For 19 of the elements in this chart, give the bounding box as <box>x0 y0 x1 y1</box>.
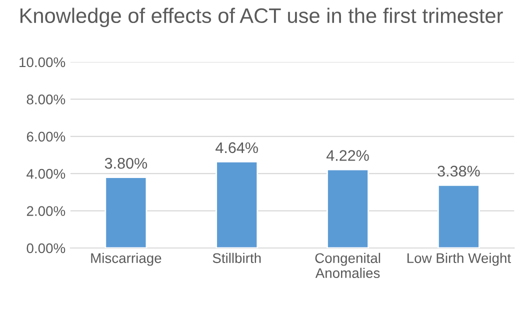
x-tick-label: Congenital Anomalies <box>315 252 380 278</box>
x-tick-label: Miscarriage <box>91 252 162 266</box>
data-label: 4.22% <box>326 150 369 161</box>
data-label: 3.80% <box>104 158 148 169</box>
data-label: 4.64% <box>216 142 258 154</box>
data-label: 3.38% <box>438 166 480 177</box>
y-tick-label: 6.00% <box>26 132 66 142</box>
x-tick-label: Low Birth Weight <box>407 252 511 266</box>
bar <box>437 184 480 248</box>
bar <box>216 161 258 248</box>
y-tick-label: 8.00% <box>26 94 66 104</box>
bar <box>104 176 148 248</box>
y-tick-label: 2.00% <box>26 206 66 216</box>
chart-title: Knowledge of effects of ACT use in the first trimester <box>20 8 503 28</box>
y-tick-label: 10.00% <box>20 57 66 68</box>
y-tick-label: 0.00% <box>26 243 66 254</box>
bar <box>326 168 369 248</box>
x-tick-label: Stillbirth <box>212 252 261 264</box>
y-tick-label: 4.00% <box>26 168 66 179</box>
